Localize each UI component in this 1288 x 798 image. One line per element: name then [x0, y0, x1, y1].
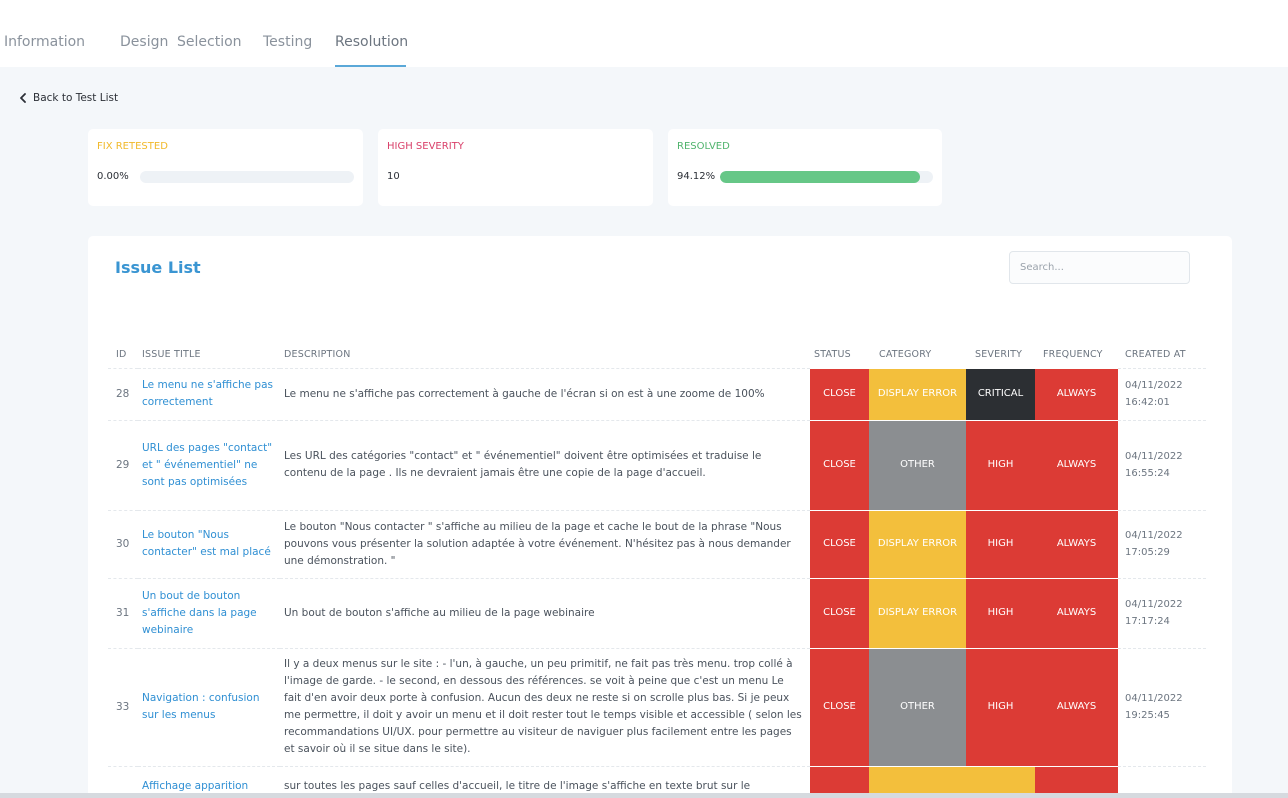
- created-at: [1118, 765, 1206, 798]
- stat-card-resolved: RESOLVED 94.12%: [668, 129, 942, 206]
- table-row[interactable]: 33 Navigation : confusion sur les menus Il…: [108, 647, 1206, 766]
- created-at: 04/11/2022 16:42:01: [1118, 367, 1206, 420]
- severity-badge: [966, 765, 1035, 798]
- column-header-category[interactable]: CATEGORY: [879, 348, 932, 360]
- issue-id: [108, 765, 138, 798]
- table-row[interactable]: 28 Le menu ne s'affiche pas correctement L…: [108, 367, 1206, 420]
- frequency-badge: ALWAYS: [1035, 367, 1118, 420]
- severity-badge: CRITICAL: [966, 367, 1035, 420]
- issue-id: 29: [108, 419, 138, 510]
- frequency-badge: ALWAYS: [1035, 647, 1118, 766]
- created-at: 04/11/2022 17:05:29: [1118, 509, 1206, 578]
- issue-description: Le menu ne s'affiche pas correctement à …: [280, 367, 810, 420]
- issue-title-link[interactable]: Navigation : confusion sur les menus: [138, 647, 280, 766]
- search-input[interactable]: [1009, 251, 1190, 284]
- severity-badge: HIGH: [966, 509, 1035, 578]
- column-header-title[interactable]: ISSUE TITLE: [142, 348, 201, 360]
- table-row[interactable]: Affichage apparition sur toutes les pages…: [108, 765, 1206, 798]
- stat-value: 94.12%: [677, 171, 716, 182]
- issue-description: Il y a deux menus sur le site : - l'un, …: [280, 647, 810, 766]
- issue-title-link[interactable]: URL des pages "contact" et " événementie…: [138, 419, 280, 510]
- column-header-frequency[interactable]: FREQUENCY: [1043, 348, 1103, 360]
- created-at: 04/11/2022 16:55:24: [1118, 419, 1206, 510]
- stat-value: 10: [387, 171, 400, 182]
- table-header-row: ID ISSUE TITLE DESCRIPTION STATUS CATEGO…: [108, 332, 1206, 368]
- top-navigation: Information Design Selection Testing Res…: [0, 0, 1288, 67]
- issue-table-body: 28 Le menu ne s'affiche pas correctement L…: [108, 367, 1206, 798]
- frequency-badge: ALWAYS: [1035, 577, 1118, 648]
- tab-information[interactable]: Information: [4, 34, 86, 50]
- stat-value: 0.00%: [97, 171, 129, 182]
- tab-testing[interactable]: Testing: [263, 34, 313, 50]
- issue-list-heading: Issue List: [115, 258, 201, 277]
- category-badge: DISPLAY ERROR: [869, 367, 966, 420]
- frequency-badge: ALWAYS: [1035, 419, 1118, 510]
- status-badge: CLOSE: [810, 367, 869, 420]
- category-badge: [869, 765, 966, 798]
- tab-resolution[interactable]: Resolution: [335, 34, 409, 50]
- column-header-id[interactable]: ID: [116, 348, 127, 360]
- status-badge: CLOSE: [810, 647, 869, 766]
- table-row[interactable]: 31 Un bout de bouton s'affiche dans la pa…: [108, 577, 1206, 648]
- chevron-left-icon: [20, 93, 26, 103]
- progress-bar: [140, 171, 354, 183]
- issue-title-link[interactable]: Affichage apparition: [138, 765, 280, 798]
- back-to-test-list-link[interactable]: Back to Test List: [18, 92, 118, 104]
- status-badge: [810, 765, 869, 798]
- issue-id: 33: [108, 647, 138, 766]
- issue-title-link[interactable]: Le menu ne s'affiche pas correctement: [138, 367, 280, 420]
- stat-title: RESOLVED: [677, 141, 730, 152]
- table-row[interactable]: 30 Le bouton "Nous contacter" est mal pla…: [108, 509, 1206, 578]
- issue-id: 28: [108, 367, 138, 420]
- table-row[interactable]: 29 URL des pages "contact" et " événement…: [108, 419, 1206, 510]
- category-badge: DISPLAY ERROR: [869, 509, 966, 578]
- column-header-severity[interactable]: SEVERITY: [975, 348, 1023, 360]
- issue-description: Les URL des catégories "contact" et " év…: [280, 419, 810, 510]
- issue-list-card: Issue List ID ISSUE TITLE DESCRIPTION ST…: [88, 236, 1232, 798]
- category-badge: OTHER: [869, 419, 966, 510]
- stat-title: FIX RETESTED: [97, 141, 168, 152]
- issue-description: Le bouton "Nous contacter " s'affiche au…: [280, 509, 810, 578]
- frequency-badge: [1035, 765, 1118, 798]
- issue-id: 31: [108, 577, 138, 648]
- stat-card-fix-retested: FIX RETESTED 0.00%: [88, 129, 363, 206]
- progress-bar: [720, 171, 933, 183]
- column-header-description[interactable]: DESCRIPTION: [284, 348, 351, 360]
- tab-design[interactable]: Design: [120, 34, 169, 50]
- status-badge: CLOSE: [810, 577, 869, 648]
- category-badge: OTHER: [869, 647, 966, 766]
- issue-description: Un bout de bouton s'affiche au milieu de…: [280, 577, 810, 648]
- severity-badge: HIGH: [966, 647, 1035, 766]
- stat-title: HIGH SEVERITY: [387, 141, 464, 152]
- column-header-status[interactable]: STATUS: [814, 348, 851, 360]
- issue-title-link[interactable]: Le bouton "Nous contacter" est mal placé: [138, 509, 280, 578]
- issue-title-link[interactable]: Un bout de bouton s'affiche dans la page…: [138, 577, 280, 648]
- issue-id: 30: [108, 509, 138, 578]
- frequency-badge: ALWAYS: [1035, 509, 1118, 578]
- progress-fill: [720, 171, 921, 183]
- issue-description: sur toutes les pages sauf celles d'accue…: [280, 765, 810, 798]
- column-header-created-at[interactable]: CREATED AT: [1125, 348, 1186, 360]
- created-at: 04/11/2022 19:25:45: [1118, 647, 1206, 766]
- severity-badge: HIGH: [966, 577, 1035, 648]
- created-at: 04/11/2022 17:17:24: [1118, 577, 1206, 648]
- status-badge: CLOSE: [810, 419, 869, 510]
- severity-badge: HIGH: [966, 419, 1035, 510]
- status-badge: CLOSE: [810, 509, 869, 578]
- back-link-label: Back to Test List: [33, 92, 119, 104]
- category-badge: DISPLAY ERROR: [869, 577, 966, 648]
- issue-table: ID ISSUE TITLE DESCRIPTION STATUS CATEGO…: [108, 332, 1206, 798]
- stat-card-high-severity: HIGH SEVERITY 10: [378, 129, 653, 206]
- tab-selection[interactable]: Selection: [177, 34, 242, 50]
- horizontal-scrollbar[interactable]: [0, 793, 1288, 798]
- active-tab-indicator: [335, 65, 406, 67]
